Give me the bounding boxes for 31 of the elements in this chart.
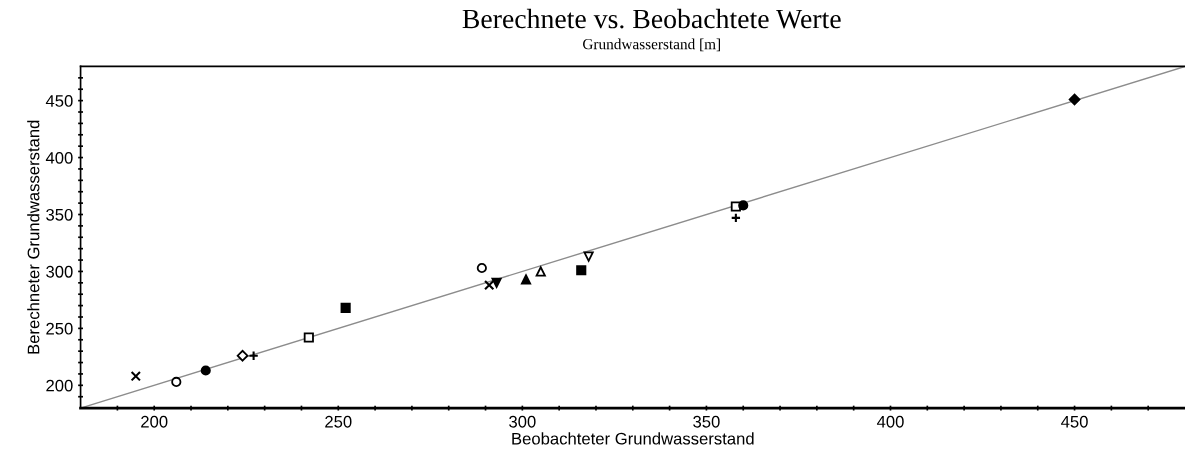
- x-tick-label: 350: [693, 415, 720, 428]
- y-tick-label: 450: [45, 95, 73, 107]
- y-tick-label: 350: [46, 208, 73, 221]
- y-tick-label: 300: [46, 265, 73, 278]
- x-tick-label: 450: [1061, 415, 1088, 428]
- point: [476, 262, 487, 274]
- point: [171, 376, 182, 387]
- x-tick-label: 200: [141, 415, 168, 428]
- point: [130, 371, 142, 382]
- point: [576, 265, 587, 276]
- point: [340, 302, 351, 313]
- y-tick-label: 400: [45, 151, 73, 164]
- x-tick-label: 250: [325, 415, 352, 428]
- x-tick-label: 300: [509, 415, 536, 428]
- point: [738, 200, 749, 211]
- x-axis-title: Beobachteter Grundwasserstand: [512, 432, 754, 445]
- point: [535, 266, 546, 277]
- point: [491, 277, 502, 288]
- point: [1068, 93, 1081, 106]
- point: [303, 332, 314, 343]
- chart-subtitle: Grundwasserstand [m]: [583, 38, 720, 52]
- point: [583, 251, 594, 262]
- point: [200, 365, 211, 376]
- x-tick-label: 400: [876, 415, 904, 428]
- point: [520, 274, 532, 285]
- y-axis-title: Berechneter Grundwasserstand: [27, 120, 40, 354]
- y-tick-label: 200: [46, 379, 73, 392]
- chart-title: Berechnete vs. Beobachtete Werte: [462, 8, 841, 29]
- point: [484, 279, 495, 291]
- point: [236, 349, 249, 362]
- y-tick-label: 250: [46, 322, 73, 335]
